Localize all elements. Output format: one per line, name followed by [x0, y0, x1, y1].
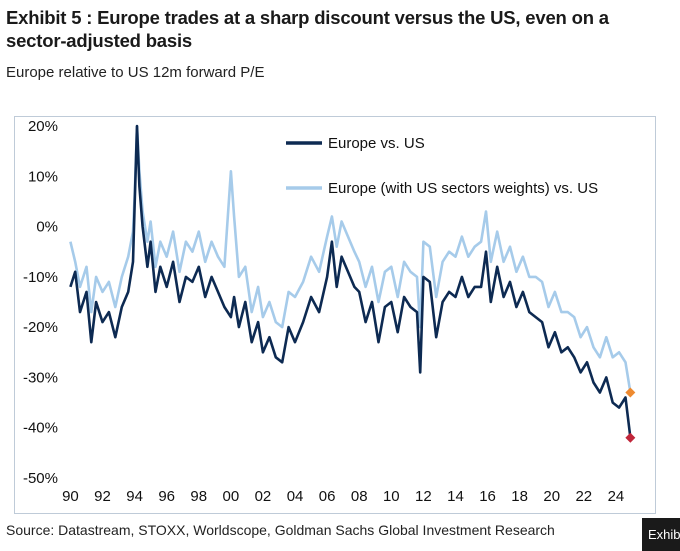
x-tick-label: 24 [608, 488, 625, 505]
x-tick-label: 20 [543, 488, 560, 505]
x-tick-label: 16 [479, 488, 496, 505]
series-line-europe-vs-us [69, 124, 632, 438]
x-tick-label: 18 [511, 488, 528, 505]
x-tick-label: 04 [287, 488, 304, 505]
x-tick-label: 12 [415, 488, 432, 505]
x-tick-label: 06 [319, 488, 336, 505]
legend-item-europe-vs-us-label: Europe vs. US [328, 135, 425, 152]
x-tick-label: 98 [190, 488, 207, 505]
source-note: Source: Datastream, STOXX, Worldscope, G… [6, 522, 555, 538]
x-tick-label: 10 [383, 488, 400, 505]
y-tick-label: 10% [28, 168, 58, 185]
legend-item-sector-weighted-label: Europe (with US sectors weights) vs. US [328, 180, 598, 197]
series-line-sector-weighted [69, 124, 632, 393]
x-tick-label: 08 [351, 488, 368, 505]
x-tick-label: 02 [255, 488, 272, 505]
x-tick-label: 96 [158, 488, 175, 505]
exhibit-corner-tag[interactable]: Exhibit [642, 518, 680, 551]
y-tick-label: 0% [36, 219, 58, 236]
y-tick-label: -30% [23, 369, 58, 386]
x-tick-label: 94 [126, 488, 143, 505]
y-tick-label: -40% [23, 420, 58, 437]
exhibit-title: Exhibit 5 : Europe trades at a sharp dis… [6, 7, 609, 51]
end-marker-sector-weighted [625, 387, 636, 398]
x-tick-label: 00 [223, 488, 240, 505]
end-marker-europe-vs-us [625, 432, 636, 443]
chart-subtitle: Europe relative to US 12m forward P/E [6, 64, 265, 81]
y-tick-label: -10% [23, 269, 58, 286]
x-tick-label: 14 [447, 488, 464, 505]
x-tick-label: 90 [62, 488, 79, 505]
x-tick-label: 92 [94, 488, 111, 505]
y-tick-label: -20% [23, 319, 58, 336]
x-tick-label: 22 [575, 488, 592, 505]
y-tick-label: -50% [23, 470, 58, 487]
y-tick-label: 20% [28, 118, 58, 135]
